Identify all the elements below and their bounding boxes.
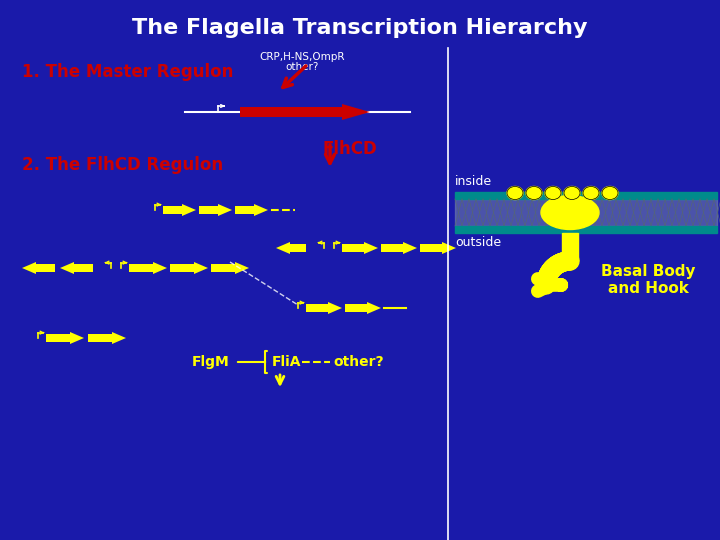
Bar [455,199,717,226]
Ellipse shape [583,186,599,199]
Ellipse shape [507,186,523,199]
Ellipse shape [564,186,580,199]
Text: The Flagella Transcription Hierarchy: The Flagella Transcription Hierarchy [132,18,588,38]
Text: 2. The FlhCD Regulon: 2. The FlhCD Regulon [22,156,223,174]
Text: other?: other? [333,355,384,369]
Ellipse shape [541,195,599,230]
Bar [455,192,717,199]
FancyArrow shape [88,332,126,344]
FancyArrow shape [199,204,232,216]
Text: inside: inside [455,175,492,188]
Text: FlgM: FlgM [192,355,230,369]
FancyArrow shape [163,204,196,216]
FancyArrow shape [22,262,55,274]
Ellipse shape [526,186,542,199]
Text: 1. The Master Regulon: 1. The Master Regulon [22,63,233,81]
FancyArrow shape [170,262,208,274]
FancyArrow shape [129,262,167,274]
FancyArrow shape [306,302,342,314]
FancyArrow shape [276,242,306,254]
Bar [562,233,578,261]
Ellipse shape [545,186,561,199]
FancyArrow shape [420,242,456,254]
FancyArrow shape [235,204,268,216]
FancyArrow shape [46,332,84,344]
Ellipse shape [602,186,618,199]
Text: Basal Body
and Hook: Basal Body and Hook [600,264,696,296]
FancyArrow shape [381,242,417,254]
Text: other?: other? [285,62,319,72]
Text: outside: outside [455,236,501,249]
Text: FlhCD: FlhCD [323,140,378,158]
FancyArrow shape [342,242,378,254]
Text: CRP,H-NS,OmpR: CRP,H-NS,OmpR [259,52,345,62]
FancyArrow shape [211,262,249,274]
FancyArrow shape [345,302,381,314]
Text: FliA: FliA [272,355,302,369]
Bar [455,226,717,233]
FancyArrow shape [60,262,93,274]
FancyArrow shape [240,104,370,120]
